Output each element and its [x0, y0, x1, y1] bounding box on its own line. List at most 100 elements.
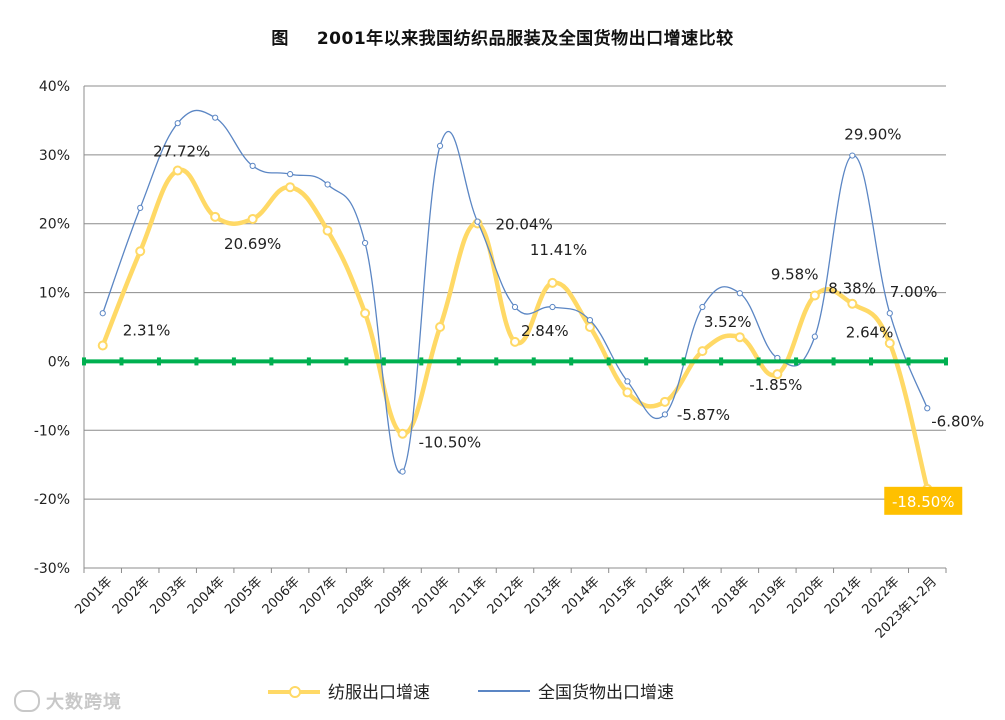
zero-line-marker: [794, 357, 799, 366]
data-label: 7.00%: [890, 283, 938, 301]
zero-line-marker: [606, 357, 611, 366]
point-national: [474, 218, 481, 225]
point-national: [174, 120, 181, 127]
point-national: [99, 310, 106, 317]
x-tick-label: 2015年: [597, 574, 640, 617]
data-label: 11.41%: [530, 241, 587, 259]
point-textile: [97, 340, 108, 351]
y-tick-label: 10%: [39, 286, 70, 302]
point-textile: [547, 277, 558, 288]
data-label: 3.52%: [704, 313, 752, 331]
x-tick-label: 2012年: [485, 574, 528, 617]
x-tick-label: 2016年: [635, 574, 678, 617]
data-label: 29.90%: [844, 126, 901, 144]
data-label: 8.38%: [828, 280, 876, 298]
x-tick-label: 2008年: [335, 574, 378, 617]
zero-line-marker: [831, 357, 836, 366]
point-textile: [360, 308, 371, 319]
point-textile: [435, 322, 446, 332]
point-textile: [884, 338, 895, 349]
point-national: [811, 333, 818, 340]
data-label: 27.72%: [153, 143, 210, 161]
point-national: [399, 468, 406, 475]
point-textile: [622, 387, 633, 398]
zero-line-marker: [82, 357, 86, 366]
zero-line-marker: [531, 357, 536, 366]
point-national: [361, 239, 369, 247]
x-tick-label: 2021年: [822, 574, 865, 617]
y-tick-label: 20%: [39, 217, 70, 233]
data-label: -10.50%: [419, 434, 482, 452]
point-national: [736, 290, 743, 297]
point-textile: [847, 298, 858, 309]
point-textile: [809, 290, 820, 301]
chart-title: 图 2001年以来我国纺织品服装及全国货物出口增速比较: [0, 24, 1005, 49]
data-label: 20.69%: [224, 235, 281, 253]
point-national: [586, 317, 594, 324]
point-national: [212, 114, 219, 121]
x-tick-label: 2017年: [672, 574, 715, 617]
point-textile: [697, 346, 708, 357]
point-national: [624, 378, 631, 385]
point-national: [849, 152, 856, 159]
x-tick-label: 2013年: [522, 574, 565, 617]
x-tick-label: 2014年: [560, 574, 603, 617]
x-tick-label: 2011年: [447, 574, 490, 617]
watermark: 大数跨境: [14, 688, 122, 714]
data-label: -1.85%: [749, 376, 802, 394]
zero-line-marker: [756, 357, 761, 366]
point-textile: [734, 332, 745, 343]
y-tick-label: -10%: [34, 423, 70, 439]
x-tick-label: 2019年: [747, 574, 790, 617]
zero-line-marker: [119, 357, 124, 366]
figure-prefix: 图: [271, 29, 289, 49]
x-tick-label: 2003年: [147, 574, 190, 617]
watermark-text: 大数跨境: [46, 692, 122, 713]
legend-swatch-national: [478, 686, 530, 696]
point-textile: [659, 396, 670, 407]
data-label: -6.80%: [931, 412, 984, 430]
point-national: [661, 411, 669, 418]
data-label: 2.84%: [521, 322, 569, 340]
point-national: [924, 405, 931, 412]
x-tick-label: 2004年: [185, 574, 228, 617]
x-tick-label: 2006年: [260, 574, 303, 617]
zero-line-marker: [644, 357, 649, 366]
zero-line-marker: [456, 357, 461, 366]
y-tick-label: 0%: [48, 354, 70, 370]
y-tick-label: -20%: [34, 492, 70, 508]
legend-label-textile: 纺服出口增速: [328, 683, 430, 703]
x-tick-label: 2009年: [372, 574, 415, 617]
highlight-label-box: [884, 486, 963, 515]
point-textile: [247, 213, 258, 224]
point-textile: [397, 428, 408, 439]
x-tick-label: 2002年: [110, 574, 153, 617]
point-national: [324, 181, 331, 188]
data-label: 20.04%: [496, 215, 553, 233]
point-textile: [135, 246, 146, 257]
zero-line-marker: [381, 357, 386, 366]
zero-line-marker: [719, 357, 724, 366]
zero-line-marker: [156, 357, 161, 366]
series-line-textile: [100, 167, 930, 490]
y-tick-label: 30%: [39, 148, 70, 164]
point-national: [249, 162, 256, 169]
data-label: -5.87%: [677, 406, 730, 424]
point-textile: [210, 211, 221, 222]
zero-line-marker: [194, 357, 199, 366]
legend-swatch-textile: [268, 685, 320, 698]
watermark-logo-icon: [14, 690, 40, 712]
title-text: 2001年以来我国纺织品服装及全国货物出口增速比较: [316, 29, 734, 49]
zero-line-marker: [269, 357, 274, 366]
zero-line-marker: [419, 357, 424, 366]
legend-label-national: 全国货物出口增速: [538, 683, 674, 703]
point-textile: [172, 165, 183, 176]
legend-item-national: 全国货物出口增速: [478, 678, 674, 703]
data-label: 2.31%: [123, 322, 171, 340]
data-label: 2.64%: [846, 323, 894, 341]
x-tick-label: 2005年: [222, 574, 265, 617]
zero-line-marker: [231, 357, 236, 366]
series-line-national: [102, 109, 928, 474]
zero-line-marker: [906, 357, 911, 366]
